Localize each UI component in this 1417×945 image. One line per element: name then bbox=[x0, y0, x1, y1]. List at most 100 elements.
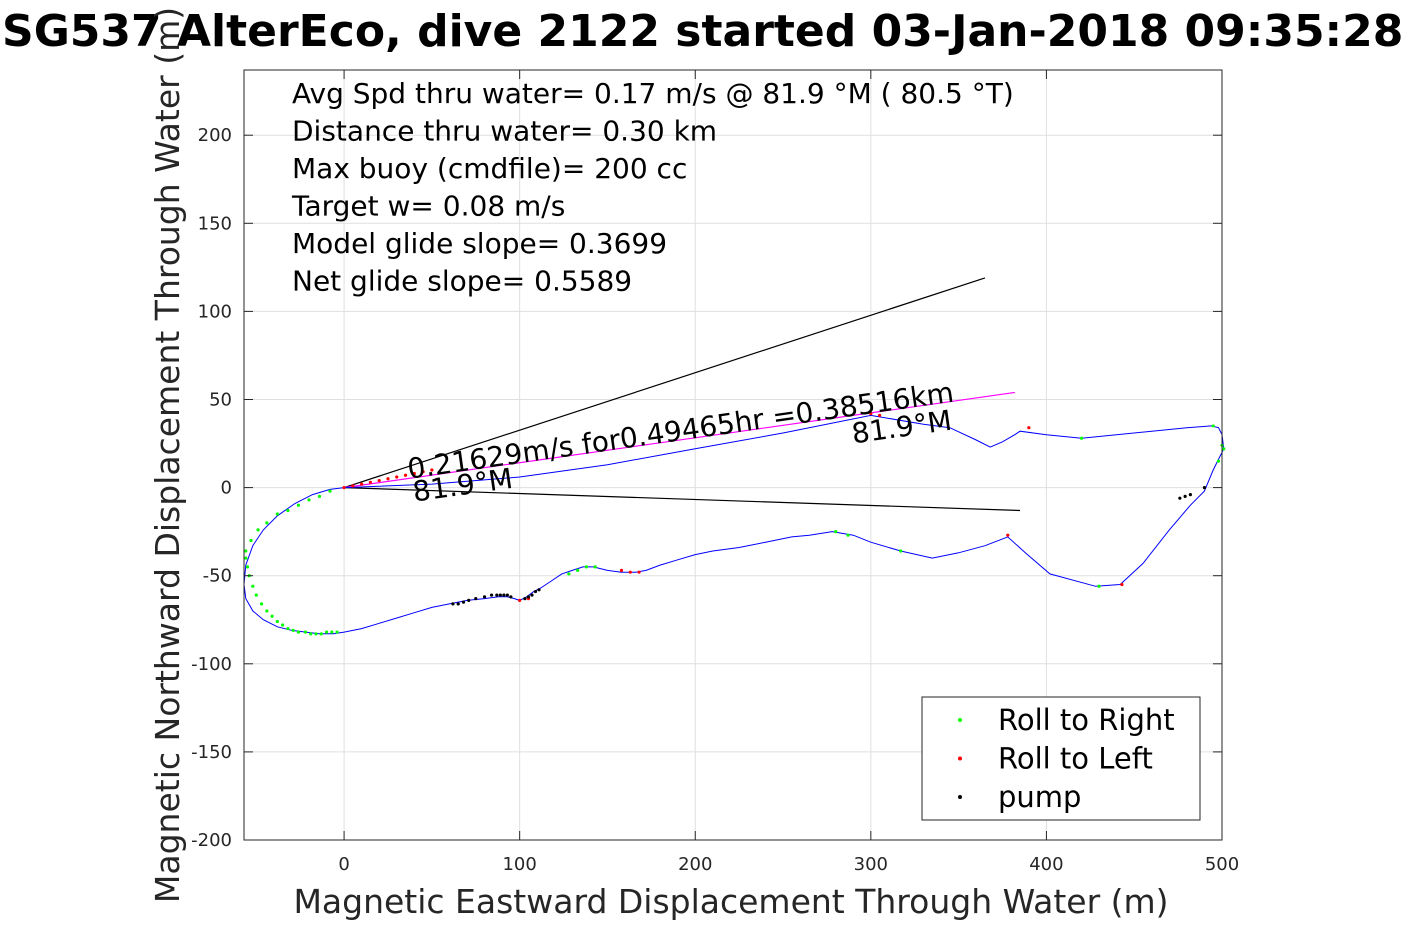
roll-to-left-point bbox=[421, 470, 425, 474]
info-line: Max buoy (cmdfile)= 200 cc bbox=[292, 152, 687, 185]
pump-point bbox=[509, 595, 513, 599]
roll-to-left-point bbox=[368, 480, 373, 484]
roll-to-left-point bbox=[342, 485, 346, 490]
roll-to-right-point bbox=[265, 609, 269, 613]
roll-to-right-point bbox=[1079, 436, 1084, 440]
roll-to-right-point bbox=[270, 614, 274, 618]
roll-to-left-point bbox=[869, 411, 873, 416]
roll-to-right-point bbox=[275, 512, 279, 516]
x-tick-label: 500 bbox=[1205, 854, 1239, 875]
info-line: Distance thru water= 0.30 km bbox=[292, 115, 717, 148]
x-tick-label: 300 bbox=[854, 854, 888, 875]
x-tick-label: 400 bbox=[1029, 854, 1063, 875]
pump-point bbox=[495, 593, 499, 597]
roll-to-right-point bbox=[307, 498, 311, 502]
y-tick-label: 50 bbox=[209, 389, 232, 410]
legend-label: Roll to Left bbox=[998, 742, 1153, 776]
roll-to-left-point bbox=[395, 475, 399, 479]
info-box: Avg Spd thru water= 0.17 m/s @ 81.9 °M (… bbox=[291, 77, 1014, 298]
points-layer bbox=[244, 411, 1226, 636]
roll-to-right-point bbox=[834, 530, 838, 534]
x-tick-label: 100 bbox=[502, 854, 536, 875]
legend-marker bbox=[958, 718, 962, 722]
info-line: Net glide slope= 0.5589 bbox=[292, 265, 632, 298]
roll-to-right-point bbox=[576, 568, 580, 573]
roll-to-left-point bbox=[1006, 533, 1010, 537]
roll-to-right-point bbox=[286, 508, 290, 513]
pump-point bbox=[502, 593, 506, 597]
x-tick-label: 200 bbox=[678, 854, 712, 875]
roll-to-right-point bbox=[245, 565, 250, 569]
pump-point bbox=[498, 593, 502, 597]
roll-to-right-point bbox=[281, 623, 285, 627]
roll-to-left-point bbox=[628, 570, 632, 574]
y-axis-label: Magnetic Northward Displacement Through … bbox=[148, 7, 187, 903]
info-line: Target w= 0.08 m/s bbox=[291, 190, 565, 223]
legend-marker bbox=[958, 795, 962, 799]
y-tick-label: -100 bbox=[191, 654, 232, 675]
roll-to-left-point bbox=[430, 468, 434, 472]
pump-point bbox=[451, 602, 455, 606]
pump-point bbox=[1183, 494, 1187, 499]
pump-point bbox=[467, 598, 471, 602]
pump-point bbox=[1202, 485, 1207, 490]
roll-to-right-point bbox=[259, 602, 264, 606]
y-tick-label: -50 bbox=[203, 566, 232, 587]
roll-to-right-point bbox=[1211, 424, 1215, 428]
x-tick-label: 0 bbox=[338, 854, 349, 875]
roll-to-right-point bbox=[899, 549, 903, 553]
info-line: Model glide slope= 0.3699 bbox=[292, 227, 667, 260]
pump-point bbox=[456, 602, 460, 606]
y-tick-label: 100 bbox=[198, 301, 232, 322]
roll-to-right-point bbox=[1222, 447, 1226, 451]
roll-to-left-point bbox=[518, 598, 522, 602]
roll-to-right-point bbox=[328, 489, 332, 493]
roll-to-left-point bbox=[377, 478, 381, 483]
roll-to-right-point bbox=[317, 494, 322, 499]
pump-point bbox=[1178, 496, 1182, 500]
reference-line bbox=[343, 391, 1015, 489]
roll-to-right-point bbox=[244, 556, 248, 560]
roll-to-right-point bbox=[275, 619, 279, 624]
roll-to-right-point bbox=[330, 630, 334, 634]
roll-to-right-point bbox=[1097, 584, 1101, 588]
roll-to-right-point bbox=[296, 503, 301, 507]
roll-to-left-point bbox=[619, 568, 624, 573]
roll-to-left-point bbox=[386, 477, 390, 481]
pump-point bbox=[530, 593, 534, 597]
legend: Roll to Right Roll to Left pump bbox=[921, 696, 1201, 821]
legend-marker bbox=[958, 756, 962, 761]
pump-point bbox=[533, 589, 538, 594]
roll-to-left-point bbox=[1027, 426, 1031, 430]
roll-to-right-point bbox=[296, 630, 301, 634]
roll-to-right-point bbox=[593, 565, 597, 569]
pump-point bbox=[489, 593, 494, 597]
y-tick-label: 0 bbox=[221, 478, 232, 499]
pump-point bbox=[1188, 493, 1192, 497]
pump-point bbox=[505, 593, 509, 597]
pump-point bbox=[526, 595, 531, 599]
legend-label: pump bbox=[998, 780, 1081, 814]
reference-lines bbox=[343, 277, 1021, 512]
roll-to-right-point bbox=[256, 528, 260, 532]
roll-to-left-point bbox=[1120, 582, 1124, 587]
roll-to-left-point bbox=[360, 482, 364, 486]
roll-to-right-point bbox=[567, 572, 571, 576]
roll-to-left-point bbox=[403, 473, 408, 477]
y-tick-label: 150 bbox=[198, 213, 232, 234]
ticks: 0 100 200 300 400 500 -200 -150 -100 -50 0 50 100 150… bbox=[191, 70, 1239, 875]
roll-to-right-point bbox=[249, 538, 253, 543]
roll-to-right-point bbox=[244, 549, 248, 553]
y-tick-label: -150 bbox=[191, 742, 232, 763]
roll-to-left-point bbox=[637, 570, 641, 574]
roll-to-right-point bbox=[254, 593, 258, 597]
pump-point bbox=[482, 595, 487, 599]
plot-frame bbox=[243, 69, 1223, 841]
roll-to-left-point bbox=[878, 413, 882, 417]
y-tick-label: 200 bbox=[198, 125, 232, 146]
roll-to-left-point bbox=[412, 471, 416, 476]
legend-box bbox=[921, 696, 1201, 821]
pump-point bbox=[461, 600, 466, 604]
chart-title: SG537 AlterEco, dive 2122 started 03-Jan… bbox=[2, 6, 1403, 57]
roll-to-right-point bbox=[584, 565, 588, 569]
